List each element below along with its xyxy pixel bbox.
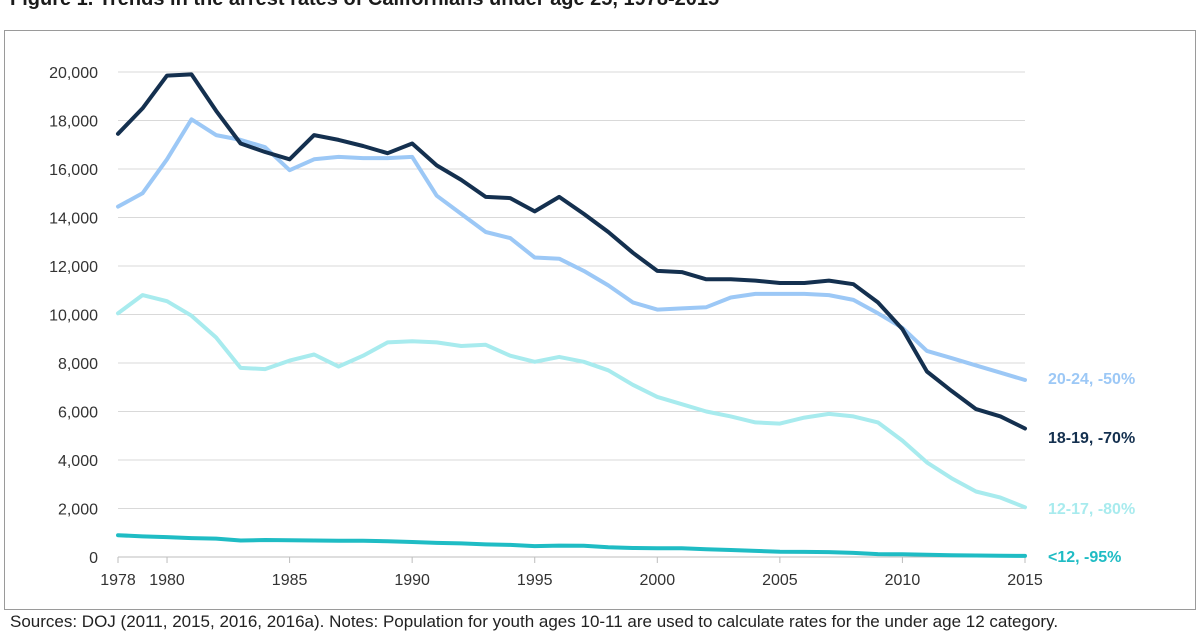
series-line-s1217 [116, 293, 1027, 510]
y-tick-label: 0 [89, 550, 98, 567]
y-tick-label: 6,000 [58, 405, 98, 422]
x-tick-label: 2000 [640, 572, 676, 589]
series-end-labels: 20-24, -50% 18-19, -70% 12-17, -80% <12, -9… [1048, 371, 1135, 566]
series-label-s12: <12, -95% [1048, 549, 1121, 566]
series-lines [116, 72, 1027, 558]
chart-frame [4, 30, 1196, 610]
series-line-s2024 [116, 117, 1027, 382]
x-tick-label: 2005 [762, 572, 798, 589]
x-tick-label: 1995 [517, 572, 553, 589]
y-tick-label: 20,000 [49, 65, 98, 82]
y-tick-label: 12,000 [49, 259, 98, 276]
x-tick-label: 2010 [885, 572, 921, 589]
x-tick-label: 1978 [100, 572, 136, 589]
y-tick-label: 8,000 [58, 356, 98, 373]
figure-caption: Sources: DOJ (2011, 2015, 2016, 2016a). … [10, 612, 1059, 631]
y-tick-label: 4,000 [58, 453, 98, 470]
y-tick-label: 10,000 [49, 308, 98, 325]
y-tick-label: 16,000 [49, 162, 98, 179]
series-label-s1217: 12-17, -80% [1048, 501, 1135, 518]
series-line-s1819 [116, 72, 1027, 431]
series-label-s2024: 20-24, -50% [1048, 371, 1135, 388]
series-label-s1819: 18-19, -70% [1048, 430, 1135, 447]
x-tick-label: 1985 [272, 572, 308, 589]
y-tick-label: 14,000 [49, 211, 98, 228]
series-line-s12 [116, 533, 1027, 558]
y-tick-label: 18,000 [49, 114, 98, 131]
figure-title: Figure 1. Trends in the arrest rates of … [10, 0, 719, 11]
gridlines [118, 71, 1025, 509]
y-tick-label: 2,000 [58, 502, 98, 519]
x-axis: 1978 1980 1985 1990 1995 2000 2005 2010 2015 [100, 556, 1043, 589]
x-tick-label: 1980 [149, 572, 185, 589]
y-axis-ticks: 0 2,000 4,000 6,000 8,000 10,000 12,000 14,000 1… [49, 65, 98, 567]
x-tick-label: 2015 [1007, 572, 1043, 589]
x-tick-label: 1990 [394, 572, 430, 589]
